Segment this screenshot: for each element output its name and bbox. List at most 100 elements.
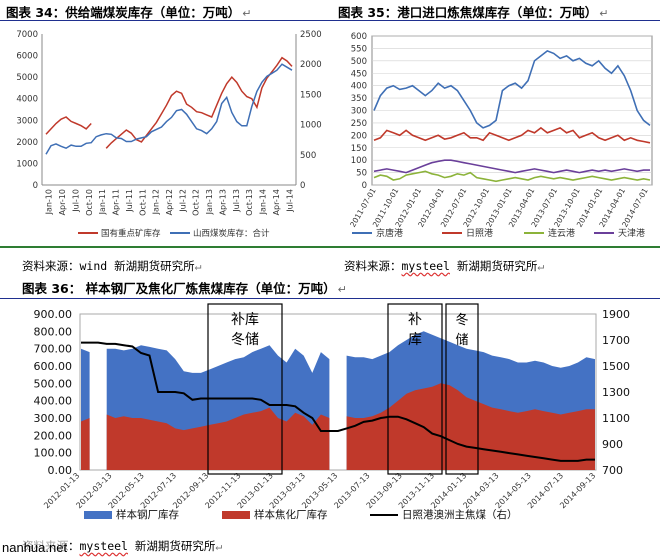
y-tick-label-left: 6000 bbox=[16, 52, 38, 62]
annotation-text: 冬 bbox=[455, 312, 468, 328]
top-divider bbox=[0, 20, 660, 21]
y-tick-label-right: 900 bbox=[602, 438, 623, 451]
y-tick-label-right: 1700 bbox=[602, 334, 630, 347]
series-line-3 bbox=[373, 170, 651, 183]
annotation-box2 bbox=[387, 303, 443, 475]
x-tick-label: Apr-11 bbox=[112, 189, 121, 215]
legend-label: 天津港 bbox=[618, 227, 645, 239]
y-tick-label: 550 bbox=[351, 44, 367, 54]
x-tick-label: Jan-11 bbox=[98, 189, 107, 215]
annotation-box1 bbox=[207, 303, 283, 475]
y-tick-label: 200 bbox=[351, 131, 367, 141]
x-tick-label: Jul-14 bbox=[285, 189, 294, 213]
paragraph-mark-icon: ↵ bbox=[215, 539, 223, 553]
y-tick-label-left: 0 bbox=[33, 181, 38, 191]
x-tick-label: Jul-12 bbox=[178, 189, 187, 213]
x-tick-label: Jul-11 bbox=[125, 189, 134, 213]
x-tick-label: Apr-14 bbox=[272, 189, 281, 215]
series-line-4 bbox=[373, 159, 650, 174]
y-tick-label-left: 500.00 bbox=[34, 377, 73, 390]
y-tick-label-left: 3000 bbox=[16, 116, 38, 126]
fig34-title: 图表 34：供给端煤炭库存（单位：万吨） ↵ bbox=[6, 5, 252, 20]
fig36-chart: 0.00 100.00 200.00 300.00 400.00 500.00 600.00… bbox=[34, 303, 630, 521]
y-tick-label-left: 300.00 bbox=[34, 412, 73, 425]
x-tick-label: Jan-14 bbox=[259, 189, 268, 215]
x-tick-label: Apr-10 bbox=[58, 189, 67, 215]
y-tick-label-left: 0.00 bbox=[48, 464, 73, 477]
paragraph-mark-icon: ↵ bbox=[242, 7, 252, 20]
y-tick-label: 300 bbox=[351, 107, 367, 117]
x-tick-label: Jan-10 bbox=[45, 189, 54, 215]
series-line-2 bbox=[45, 63, 293, 155]
annotation-text: 储 bbox=[455, 333, 468, 348]
y-tick-label-right: 700 bbox=[602, 464, 623, 477]
y-tick-label-right: 0 bbox=[300, 181, 305, 191]
y-tick-label-right: 1500 bbox=[602, 360, 630, 373]
paragraph-mark-icon: ↵ bbox=[337, 283, 347, 296]
annotation-text: 库 bbox=[408, 332, 422, 348]
y-tick-label-left: 4000 bbox=[16, 95, 38, 105]
area-series-2 bbox=[81, 418, 90, 470]
y-tick-label-left: 800.00 bbox=[34, 325, 73, 338]
y-tick-label-right: 1900 bbox=[602, 308, 630, 321]
fig36-title: 图表 36： 样本钢厂及焦化厂炼焦煤库存（单位：万吨） ↵ bbox=[22, 281, 347, 296]
legend-label: 京唐港 bbox=[376, 227, 403, 239]
y-tick-label: 350 bbox=[351, 94, 367, 104]
legend-label: 国有重点矿库存 bbox=[101, 228, 161, 239]
y-tick-label-left: 700.00 bbox=[34, 343, 73, 356]
y-tick-label-right: 2000 bbox=[300, 60, 322, 70]
legend-label: 山西煤炭库存：合计 bbox=[193, 228, 270, 239]
fig36-divider bbox=[0, 298, 660, 299]
legend-label: 日照港澳洲主焦煤（右） bbox=[402, 508, 518, 521]
legend-label: 日照港 bbox=[466, 227, 493, 239]
y-tick-label-left: 7000 bbox=[16, 30, 38, 40]
legend-label: 连云港 bbox=[548, 227, 575, 239]
fig35-source: 资料来源：mysteel 新湖期货研究所↵ bbox=[344, 259, 545, 273]
series-line-2 bbox=[373, 126, 651, 144]
fig35-chart: 0501001502002503003504004505005506002011… bbox=[348, 32, 653, 239]
x-tick-label: Oct-10 bbox=[85, 189, 94, 216]
y-tick-label-left: 2000 bbox=[16, 138, 38, 148]
legend-swatch bbox=[222, 511, 250, 519]
annotation-text: 补库 bbox=[231, 312, 259, 328]
legend-label: 样本钢厂库存 bbox=[116, 508, 179, 521]
x-tick-label: Oct-13 bbox=[245, 189, 254, 216]
series-line-1 bbox=[373, 49, 651, 129]
y-tick-label: 0 bbox=[362, 181, 367, 191]
x-tick-label: Oct-12 bbox=[192, 189, 201, 216]
y-tick-label-left: 200.00 bbox=[34, 429, 73, 442]
y-tick-label: 50 bbox=[356, 169, 367, 179]
y-tick-label-left: 1000 bbox=[16, 159, 38, 169]
x-tick-label: Jul-13 bbox=[232, 189, 241, 213]
annotation-text: 冬储 bbox=[231, 332, 259, 348]
x-tick-label: Apr-12 bbox=[165, 189, 174, 215]
plot-frame bbox=[79, 313, 597, 471]
y-tick-label-left: 100.00 bbox=[34, 447, 73, 460]
y-tick-label: 600 bbox=[351, 32, 367, 42]
x-tick-label: Jul-10 bbox=[71, 189, 80, 213]
x-tick-label: Jan-12 bbox=[152, 189, 161, 215]
fig35-title: 图表 35：港口进口炼焦煤库存（单位：万吨） ↵ bbox=[338, 5, 609, 20]
paragraph-mark-icon: ↵ bbox=[599, 7, 609, 20]
x-tick-label: Oct-11 bbox=[138, 189, 147, 216]
y-tick-label: 500 bbox=[351, 57, 367, 67]
fig34-source: 资料来源：wind 新湖期货研究所↵ bbox=[22, 259, 202, 273]
y-tick-label: 450 bbox=[351, 69, 367, 79]
annotation-text: 补 bbox=[408, 312, 422, 328]
y-tick-label: 100 bbox=[351, 156, 367, 166]
y-tick-label: 250 bbox=[351, 119, 367, 129]
legend-swatch bbox=[84, 511, 112, 519]
paragraph-mark-icon: ↵ bbox=[537, 259, 545, 273]
middle-divider bbox=[0, 246, 660, 248]
series-line-1 bbox=[45, 56, 293, 149]
x-tick-label: Apr-13 bbox=[218, 189, 227, 215]
annotation-box3 bbox=[445, 303, 479, 475]
y-tick-label-left: 5000 bbox=[16, 73, 38, 83]
paragraph-mark-icon: ↵ bbox=[194, 259, 202, 273]
y-tick-label-right: 1100 bbox=[602, 412, 630, 425]
y-tick-label-right: 1500 bbox=[300, 90, 322, 100]
price-line bbox=[81, 341, 595, 462]
y-tick-label-right: 1000 bbox=[300, 121, 322, 131]
y-tick-label-left: 900.00 bbox=[34, 308, 73, 321]
y-tick-label-left: 400.00 bbox=[34, 395, 73, 408]
